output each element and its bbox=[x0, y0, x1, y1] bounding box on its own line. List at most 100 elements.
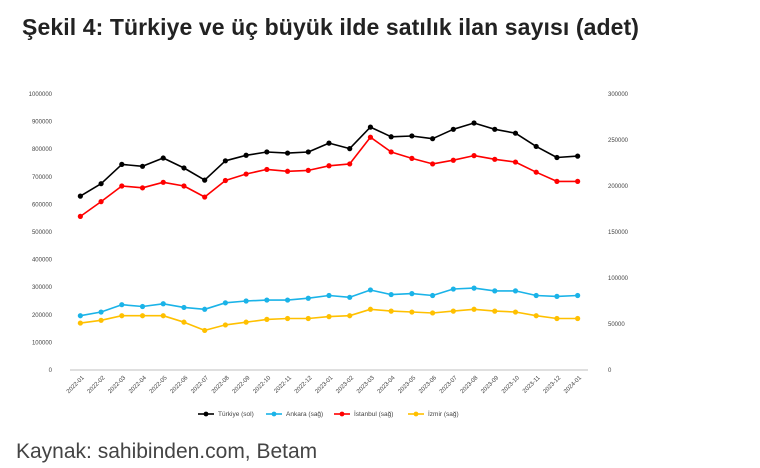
x-tick-label: 2022-05 bbox=[149, 375, 169, 395]
chart-legend: Türkiye (sol) Ankara (sağ) İstanbul (sağ) İ… bbox=[198, 409, 459, 418]
data-point bbox=[471, 285, 477, 291]
legend-item: İzmir (sağ) bbox=[408, 409, 459, 418]
y-left-tick-label: 500000 bbox=[32, 230, 53, 236]
data-point bbox=[326, 292, 332, 299]
data-point bbox=[139, 185, 146, 191]
series-group bbox=[77, 306, 581, 334]
y-left-tick-label: 400000 bbox=[32, 258, 53, 264]
data-point bbox=[347, 313, 353, 319]
chart-axes: 0100000200000300000400000500000600000700… bbox=[29, 92, 629, 395]
data-point bbox=[264, 166, 270, 173]
data-point bbox=[367, 124, 374, 130]
y-left-tick-label: 100000 bbox=[32, 340, 53, 346]
data-point bbox=[222, 158, 228, 164]
y-left-tick-label: 200000 bbox=[32, 313, 53, 319]
legend-item: Türkiye (sol) bbox=[198, 411, 254, 418]
data-point bbox=[305, 167, 311, 173]
data-point bbox=[119, 313, 125, 319]
x-tick-label: 2023-03 bbox=[356, 375, 376, 395]
data-point bbox=[409, 155, 415, 161]
data-point bbox=[409, 291, 415, 297]
y-left-tick-label: 800000 bbox=[32, 147, 53, 153]
data-point bbox=[139, 163, 146, 169]
data-point bbox=[202, 177, 208, 183]
y-right-tick-label: 250000 bbox=[608, 138, 629, 144]
series-line bbox=[79, 136, 578, 218]
data-point bbox=[512, 159, 519, 165]
data-point bbox=[305, 149, 311, 155]
source-note: Kaynak: sahibinden.com, Betam bbox=[16, 440, 318, 463]
data-point bbox=[492, 288, 498, 294]
data-point bbox=[202, 194, 208, 200]
legend-label: Ankara (sağ) bbox=[286, 411, 323, 418]
y-left-tick-label: 0 bbox=[49, 368, 53, 374]
y-left-tick-label: 700000 bbox=[32, 175, 53, 181]
x-tick-label: 2023-08 bbox=[460, 375, 480, 395]
data-point bbox=[98, 317, 104, 323]
data-point bbox=[326, 314, 332, 320]
x-tick-label: 2023-06 bbox=[418, 375, 438, 395]
x-tick-label: 2022-09 bbox=[232, 375, 252, 395]
data-point bbox=[305, 315, 311, 322]
figure-title: Şekil 4: Türkiye ve üç büyük ilde satılı… bbox=[22, 14, 640, 40]
data-point bbox=[450, 157, 456, 163]
x-tick-label: 2022-12 bbox=[294, 375, 314, 395]
data-point bbox=[388, 149, 394, 155]
data-point bbox=[430, 310, 436, 316]
data-point bbox=[160, 301, 166, 307]
data-point bbox=[450, 308, 456, 314]
data-point bbox=[554, 293, 560, 299]
data-point bbox=[471, 120, 477, 126]
data-point bbox=[575, 178, 581, 184]
data-point bbox=[119, 183, 125, 189]
data-point bbox=[160, 155, 166, 161]
series-group bbox=[77, 134, 581, 219]
data-point bbox=[388, 134, 394, 140]
legend-item: İstanbul (sağ) bbox=[334, 409, 393, 418]
data-point bbox=[450, 286, 456, 292]
data-point bbox=[512, 309, 519, 315]
x-tick-label: 2023-04 bbox=[377, 375, 397, 395]
data-point bbox=[284, 168, 291, 174]
y-right-tick-label: 300000 bbox=[608, 92, 629, 98]
legend-marker bbox=[203, 411, 209, 417]
x-tick-label: 2022-02 bbox=[87, 375, 107, 395]
data-point bbox=[264, 297, 270, 303]
legend-label: İzmir (sağ) bbox=[428, 409, 459, 418]
data-point bbox=[160, 313, 166, 319]
data-point bbox=[512, 288, 519, 294]
x-tick-label: 2022-08 bbox=[211, 375, 231, 395]
x-tick-label: 2023-10 bbox=[501, 375, 521, 395]
data-point bbox=[181, 183, 187, 189]
data-point bbox=[77, 320, 83, 326]
x-tick-label: 2023-07 bbox=[439, 375, 459, 395]
y-left-tick-label: 1000000 bbox=[29, 92, 53, 98]
x-tick-label: 2024-01 bbox=[563, 375, 583, 395]
y-right-tick-label: 100000 bbox=[608, 276, 629, 282]
x-tick-label: 2022-01 bbox=[66, 375, 86, 395]
data-point bbox=[367, 134, 374, 140]
data-point bbox=[202, 306, 208, 312]
data-point bbox=[284, 297, 291, 303]
data-point bbox=[554, 154, 560, 161]
x-tick-label: 2023-02 bbox=[335, 375, 355, 395]
data-point bbox=[181, 165, 187, 171]
y-right-tick-label: 50000 bbox=[608, 322, 625, 328]
data-point bbox=[202, 327, 208, 334]
data-point bbox=[492, 308, 498, 314]
x-tick-label: 2022-06 bbox=[170, 375, 190, 395]
data-point bbox=[139, 303, 146, 310]
data-point bbox=[554, 315, 560, 322]
legend-label: İstanbul (sağ) bbox=[354, 409, 393, 418]
data-point bbox=[222, 177, 228, 184]
x-tick-label: 2023-01 bbox=[315, 375, 335, 395]
data-point bbox=[575, 292, 581, 299]
x-tick-label: 2022-11 bbox=[273, 375, 293, 395]
data-point bbox=[98, 181, 104, 187]
data-point bbox=[243, 298, 249, 304]
data-point bbox=[243, 171, 249, 177]
data-point bbox=[533, 313, 539, 319]
data-point bbox=[554, 178, 560, 184]
legend-marker bbox=[271, 411, 277, 417]
data-point bbox=[575, 153, 581, 159]
